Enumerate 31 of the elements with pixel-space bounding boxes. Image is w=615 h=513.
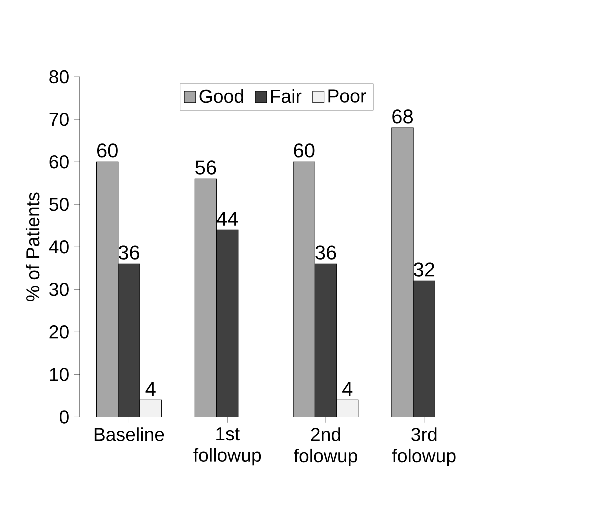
- y-tick-label: 60: [50, 155, 69, 169]
- legend-label: Fair: [271, 89, 302, 104]
- y-tick-label: 20: [50, 325, 69, 339]
- bar: [96, 162, 118, 418]
- x-tick-label: 1st followup: [194, 428, 262, 466]
- y-tick-label: 70: [50, 112, 69, 126]
- y-tick-label: 10: [50, 368, 69, 382]
- x-tick-label: Baseline: [94, 427, 164, 442]
- y-tick-label: 0: [60, 410, 69, 424]
- bar: [294, 162, 316, 418]
- data-label: 56: [196, 160, 216, 175]
- y-tick-label: 40: [49, 240, 69, 254]
- data-label: 4: [342, 382, 353, 396]
- x-tick-label: 3rd folowup: [392, 427, 456, 466]
- y-tick-label: 80: [50, 70, 69, 84]
- data-label: 36: [316, 246, 336, 260]
- data-label: 68: [392, 110, 413, 124]
- y-tick-label: 50: [50, 198, 69, 212]
- y-tick-label: 30: [50, 282, 69, 296]
- data-label: 36: [118, 246, 140, 260]
- bar: [195, 178, 217, 418]
- data-label: 4: [146, 382, 156, 396]
- data-label: 60: [97, 144, 118, 158]
- bar: [392, 128, 414, 418]
- data-label: 32: [414, 262, 435, 277]
- legend-label: Poor: [328, 90, 366, 103]
- data-label: 60: [294, 144, 315, 158]
- y-axis-title: % of Patients: [26, 192, 40, 302]
- data-label: 44: [216, 212, 238, 226]
- legend-label: Good: [200, 89, 244, 104]
- x-tick-label: 2nd folowup: [294, 427, 358, 466]
